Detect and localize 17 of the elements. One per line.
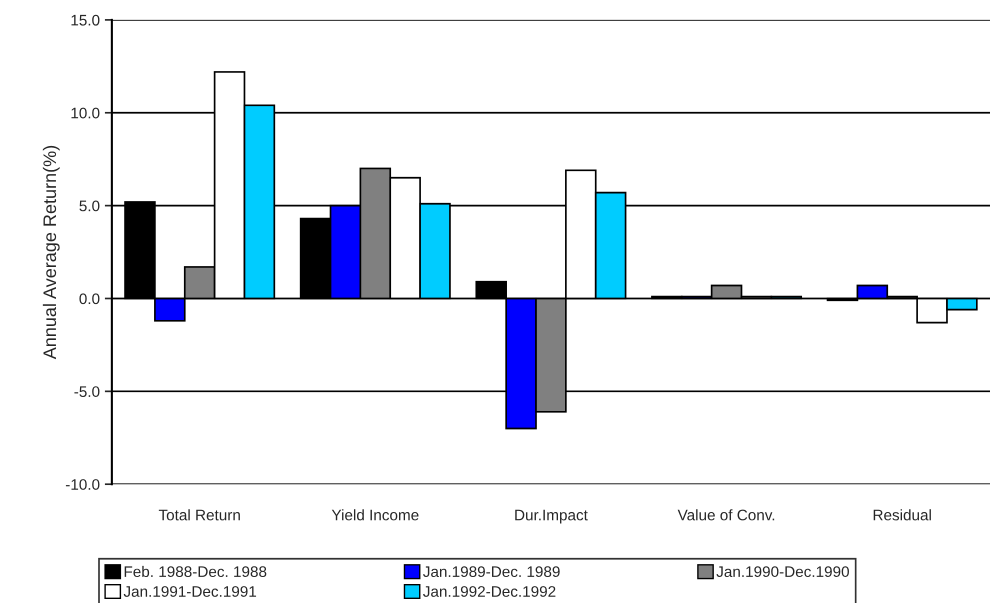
y-tick-label: -10.0 bbox=[66, 479, 100, 490]
y-tick-label: 10.0 bbox=[71, 108, 100, 118]
y-axis-title: Annual Average Return(%) bbox=[42, 146, 60, 360]
legend-label: Jan.1989-Dec. 1989 bbox=[423, 566, 560, 578]
x-tick-label: Yield Income bbox=[332, 509, 419, 520]
y-tick-label: -5.0 bbox=[74, 386, 100, 398]
legend-label: Jan.1991-Dec.1991 bbox=[124, 586, 256, 597]
x-tick-label: Value of Conv. bbox=[678, 509, 774, 520]
y-tick-label: 0.0 bbox=[79, 293, 100, 304]
y-tick-label: 15.0 bbox=[71, 14, 100, 26]
x-tick-label: Dur.Impact bbox=[515, 510, 588, 524]
legend-label: Jan.1992-Dec.1992 bbox=[423, 586, 556, 597]
x-tick-label: Total Return bbox=[158, 509, 240, 520]
x-tick-label: Residual bbox=[874, 509, 931, 520]
legend-label: Jan.1990-Dec.1990 bbox=[716, 566, 849, 578]
legend-label: Feb. 1988-Dec. 1988 bbox=[124, 566, 266, 578]
y-tick-label: 5.0 bbox=[79, 200, 100, 212]
